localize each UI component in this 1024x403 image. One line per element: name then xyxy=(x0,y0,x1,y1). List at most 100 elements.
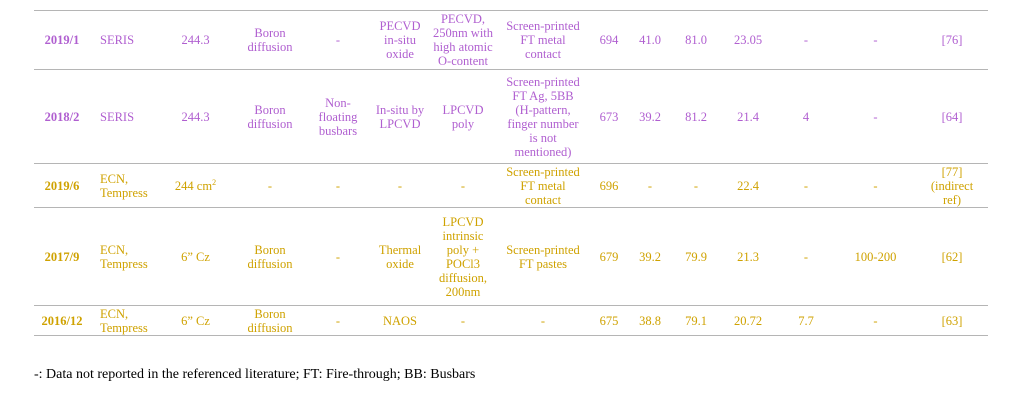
cell-text: - xyxy=(803,178,809,193)
voc-cell: 679 xyxy=(591,207,627,306)
cell-text: 39.2 xyxy=(639,109,661,124)
cell-text: 41.0 xyxy=(639,33,661,47)
cell-text: 7.7 xyxy=(798,313,814,328)
reference-cell: [64] xyxy=(916,69,988,164)
oxide-cell: NAOS xyxy=(369,305,431,336)
voc-cell: 675 xyxy=(591,305,627,336)
cell-text: 696 xyxy=(599,178,619,193)
emitter-cell: Boron diffusion xyxy=(233,69,307,164)
table-row: 2018/2 SERIS 244.3 Boron diffusion Non- floa… xyxy=(34,69,988,164)
cell-text: 81.2 xyxy=(685,109,707,124)
date-cell: 2019/1 xyxy=(34,10,90,70)
table-row: 2017/9 ECN, Tempress 6” Cz Boron diffusion -… xyxy=(34,207,988,306)
busbar-cell: - xyxy=(307,10,369,70)
cell-text: Screen-printed FT Ag, 5BB (H-pattern, fi… xyxy=(506,74,580,159)
cell-text: 675 xyxy=(599,313,619,328)
table-row: 2016/12 ECN, Tempress 6” Cz Boron diffusion… xyxy=(34,305,988,336)
cell-5-cell: - xyxy=(835,305,916,336)
results-table: 2019/1 SERIS 244.3 Boron diffusion - PECVD in… xyxy=(34,10,988,336)
cell-text: PECVD in-situ oxide xyxy=(379,19,421,61)
cell-text: [63] xyxy=(941,313,963,328)
reference-cell: [76] xyxy=(916,10,988,70)
cell-text: - xyxy=(335,33,341,47)
cell-text: 100-200 xyxy=(854,249,897,264)
voc-cell: 673 xyxy=(591,69,627,164)
cell-text: In-situ by LPCVD xyxy=(375,102,425,131)
metallization-cell: Screen-printed FT pastes xyxy=(495,207,591,306)
efficiency-cell: 21.4 xyxy=(719,69,777,164)
cell-text: 79.9 xyxy=(685,249,707,264)
voc-cell: 696 xyxy=(591,163,627,208)
busbar-cell: Non- floating busbars xyxy=(307,69,369,164)
cell-text: PECVD, 250nm with high atomic O-content xyxy=(432,12,494,68)
metallization-cell: - xyxy=(495,305,591,336)
cell-text: SERIS xyxy=(100,33,135,47)
cell-text: 38.8 xyxy=(639,313,661,328)
cell-text: 6” Cz xyxy=(181,249,210,264)
cell-text: SERIS xyxy=(100,109,135,124)
busbar-cell: - xyxy=(307,207,369,306)
cell-text: ECN, Tempress xyxy=(100,306,148,335)
cell-text: 2018/2 xyxy=(44,109,80,124)
cell-text: Boron diffusion xyxy=(247,242,293,271)
cell-text: - xyxy=(397,178,403,193)
cell-text: - xyxy=(873,313,878,328)
ff-cell: - xyxy=(673,163,719,208)
jsc-cell: 41.0 xyxy=(627,10,673,70)
cell-text: - xyxy=(693,178,699,193)
wafer-size-cell: 244.3 xyxy=(158,69,233,164)
cell-text: 4 xyxy=(802,109,810,124)
cell-text: 2019/1 xyxy=(44,33,80,47)
cell-4-cell: - xyxy=(777,163,835,208)
cell-text: 673 xyxy=(599,109,619,124)
cell-text: Thermal oxide xyxy=(378,242,422,271)
cell-text: 679 xyxy=(599,249,619,264)
reference-cell: [62] xyxy=(916,207,988,306)
cell-text: 39.2 xyxy=(639,249,661,264)
wafer-size-cell: 6” Cz xyxy=(158,207,233,306)
cell-text: - xyxy=(335,249,341,264)
cell-text: 2019/6 xyxy=(44,178,80,193)
poly-cell: PECVD, 250nm with high atomic O-content xyxy=(431,10,495,70)
busbar-cell: - xyxy=(307,163,369,208)
jsc-cell: 39.2 xyxy=(627,69,673,164)
cell-text: [64] xyxy=(941,109,963,124)
date-cell: 2019/6 xyxy=(34,163,90,208)
cell-text: Screen-printed FT metal contact xyxy=(506,164,580,207)
reference-cell: [63] xyxy=(916,305,988,336)
ff-cell: 79.9 xyxy=(673,207,719,306)
jsc-cell: 38.8 xyxy=(627,305,673,336)
ff-cell: 81.2 xyxy=(673,69,719,164)
cell-text: 22.4 xyxy=(737,178,759,193)
cell-text: - xyxy=(460,178,466,193)
institute-cell: SERIS xyxy=(90,10,158,70)
cell-text: 20.72 xyxy=(733,313,763,328)
cell-text: 81.0 xyxy=(685,33,707,47)
cell-text: Boron diffusion xyxy=(247,102,293,131)
cell-text: - xyxy=(873,33,878,47)
metallization-cell: Screen-printed FT Ag, 5BB (H-pattern, fi… xyxy=(495,69,591,164)
table-body: 2019/1 SERIS 244.3 Boron diffusion - PECVD in… xyxy=(34,10,988,336)
date-cell: 2017/9 xyxy=(34,207,90,306)
voc-cell: 694 xyxy=(591,10,627,70)
cell-4-cell: - xyxy=(777,207,835,306)
cell-text: [62] xyxy=(941,249,963,264)
oxide-cell: - xyxy=(369,163,431,208)
cell-text: 244.3 xyxy=(181,109,210,124)
cell-text: Boron diffusion xyxy=(247,306,293,335)
cell-text: - xyxy=(803,33,809,47)
cell-text: - xyxy=(335,178,341,193)
cell-text: 21.3 xyxy=(737,249,759,264)
reference-cell: [77] (indirect ref) xyxy=(916,163,988,208)
cell-text: LPCVD poly xyxy=(442,102,484,131)
metallization-cell: Screen-printed FT metal contact xyxy=(495,10,591,70)
emitter-cell: - xyxy=(233,163,307,208)
busbar-cell: - xyxy=(307,305,369,336)
cell-5-cell: - xyxy=(835,10,916,70)
cell-text: Screen-printed FT metal contact xyxy=(506,19,580,61)
cell-text: - xyxy=(335,313,341,328)
cell-text: [77] (indirect ref) xyxy=(930,164,974,207)
ff-cell: 81.0 xyxy=(673,10,719,70)
cell-text: ECN, Tempress xyxy=(100,242,148,271)
emitter-cell: Boron diffusion xyxy=(233,305,307,336)
